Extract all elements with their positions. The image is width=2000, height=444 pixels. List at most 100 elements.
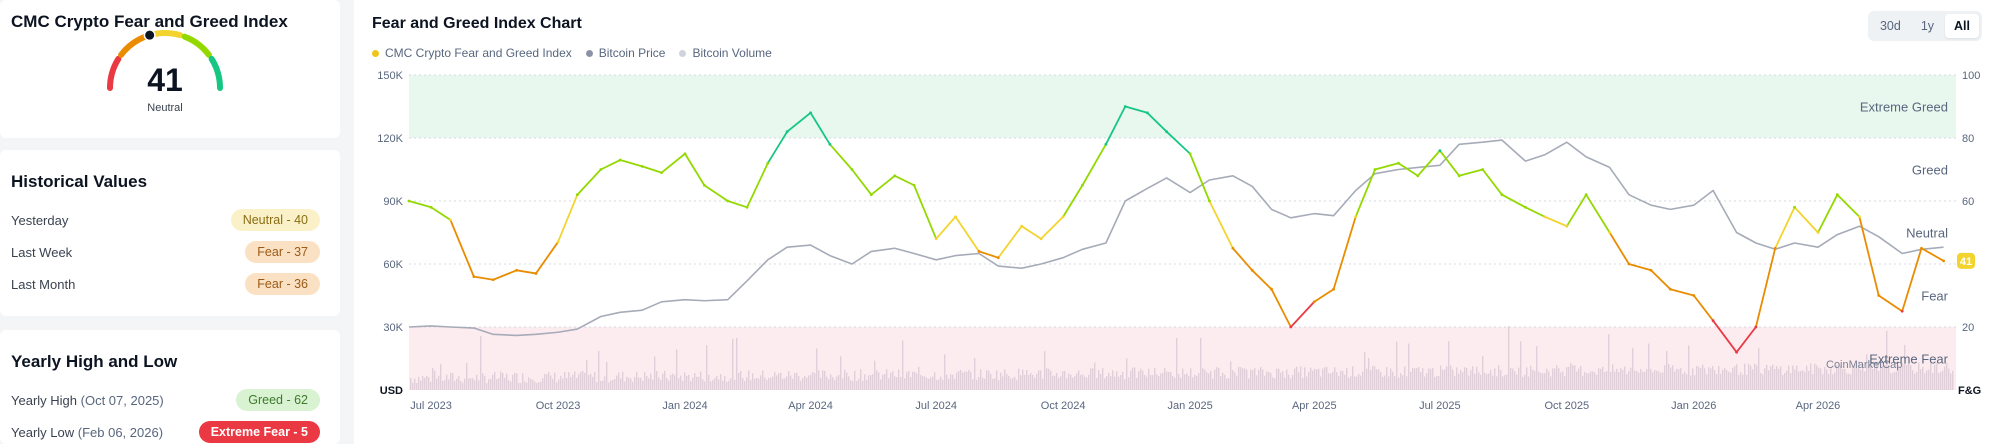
volume-bar	[1544, 373, 1546, 390]
volume-bar	[1280, 372, 1282, 390]
volume-bar	[1240, 367, 1242, 390]
volume-bar	[1286, 369, 1288, 390]
volume-bar	[1384, 375, 1386, 390]
x-tick-1: Oct 2023	[536, 400, 581, 412]
volume-bar	[534, 381, 536, 390]
volume-bar	[1804, 371, 1806, 390]
volume-bar	[1308, 372, 1310, 390]
volume-bar	[778, 373, 780, 390]
volume-bar	[1178, 373, 1180, 390]
volume-bar	[902, 340, 904, 390]
volume-bar	[1828, 373, 1830, 390]
fng-segment	[1836, 193, 1861, 218]
volume-bar	[844, 369, 846, 390]
volume-bar	[1068, 373, 1070, 390]
fng-point	[472, 275, 476, 278]
fng-segment	[1858, 215, 1880, 297]
volume-bar	[464, 378, 466, 390]
fng-point	[1188, 152, 1192, 156]
volume-bar	[570, 376, 572, 390]
volume-bar	[678, 378, 680, 390]
volume-bar	[1938, 373, 1940, 390]
volume-bar	[1702, 364, 1704, 390]
fng-point	[1081, 183, 1084, 187]
x-tick-7: Apr 2025	[1292, 400, 1337, 412]
volume-bar	[1584, 371, 1586, 390]
volume-bar	[1524, 374, 1526, 390]
volume-bar	[1042, 378, 1044, 390]
range-1y-button[interactable]: 1y	[1920, 19, 1935, 33]
volume-bar	[736, 337, 738, 390]
volume-bar	[972, 379, 974, 390]
volume-bar	[1866, 354, 1868, 390]
volume-bar	[1368, 357, 1370, 390]
volume-bars	[410, 326, 1954, 390]
volume-bar	[742, 378, 744, 390]
extreme-greed-zone	[409, 75, 1956, 138]
fng-segment	[1565, 193, 1588, 228]
volume-bar	[576, 377, 578, 390]
volume-bar	[1376, 369, 1378, 390]
chart-title: Fear and Greed Index Chart	[372, 15, 582, 32]
volume-bar	[1288, 374, 1290, 390]
volume-bar	[1508, 326, 1510, 390]
volume-bar	[1548, 371, 1550, 390]
volume-bar	[1160, 373, 1162, 390]
volume-bar	[1500, 370, 1502, 390]
volume-bar	[636, 371, 638, 390]
volume-bar	[1430, 368, 1432, 390]
fng-point	[1942, 259, 1945, 263]
volume-bar	[906, 372, 908, 390]
fng-segment	[430, 206, 452, 221]
volume-bar	[776, 375, 778, 390]
fng-point	[1692, 294, 1696, 297]
volume-bar	[1326, 366, 1328, 390]
volume-bar	[1646, 369, 1648, 390]
volume-bar	[504, 377, 506, 390]
volume-bar	[564, 372, 566, 390]
volume-bar	[1618, 372, 1620, 390]
volume-bar	[1784, 373, 1786, 390]
fng-segment	[619, 159, 644, 168]
volume-bar	[1392, 371, 1394, 390]
fng-segment	[703, 184, 729, 202]
fng-point	[1584, 193, 1588, 197]
volume-bar	[1050, 370, 1052, 390]
volume-bar	[1568, 366, 1570, 390]
volume-bar	[1200, 338, 1202, 390]
range-30d-button[interactable]: 30d	[1879, 19, 1901, 33]
volume-bar	[1742, 374, 1744, 390]
volume-bar	[630, 378, 632, 390]
volume-bar	[1256, 375, 1258, 390]
volume-bar	[556, 382, 558, 390]
fng-point	[850, 168, 854, 171]
range-all-button[interactable]: All	[1945, 14, 1979, 38]
volume-bar	[1114, 376, 1116, 390]
volume-bar	[1006, 373, 1008, 390]
volume-bar	[1018, 368, 1020, 390]
volume-bar	[1844, 368, 1846, 390]
volume-bar	[1748, 363, 1750, 390]
fng-segment	[870, 174, 896, 196]
fng-segment	[1793, 206, 1819, 234]
volume-bar	[948, 378, 950, 390]
volume-bar	[1732, 367, 1734, 390]
volume-bar	[1872, 369, 1874, 390]
volume-bar	[1562, 371, 1564, 390]
volume-bar	[696, 376, 698, 390]
volume-bar	[780, 372, 782, 390]
volume-bar	[1030, 373, 1032, 390]
volume-bar	[1532, 369, 1534, 390]
volume-bar	[1526, 367, 1528, 390]
volume-bar	[1422, 368, 1424, 390]
volume-bar	[822, 370, 824, 390]
volume-bar	[1344, 374, 1346, 390]
fng-point	[996, 256, 1000, 260]
legend-item-btc-price[interactable]: Bitcoin Price	[585, 46, 665, 60]
legend-item-fng[interactable]: CMC Crypto Fear and Greed Index	[372, 46, 572, 60]
legend-item-btc-volume[interactable]: Bitcoin Volume	[679, 46, 772, 60]
volume-bar	[446, 374, 448, 390]
volume-bar	[1470, 370, 1472, 390]
yearly-low-text: Yearly Low	[11, 425, 75, 440]
